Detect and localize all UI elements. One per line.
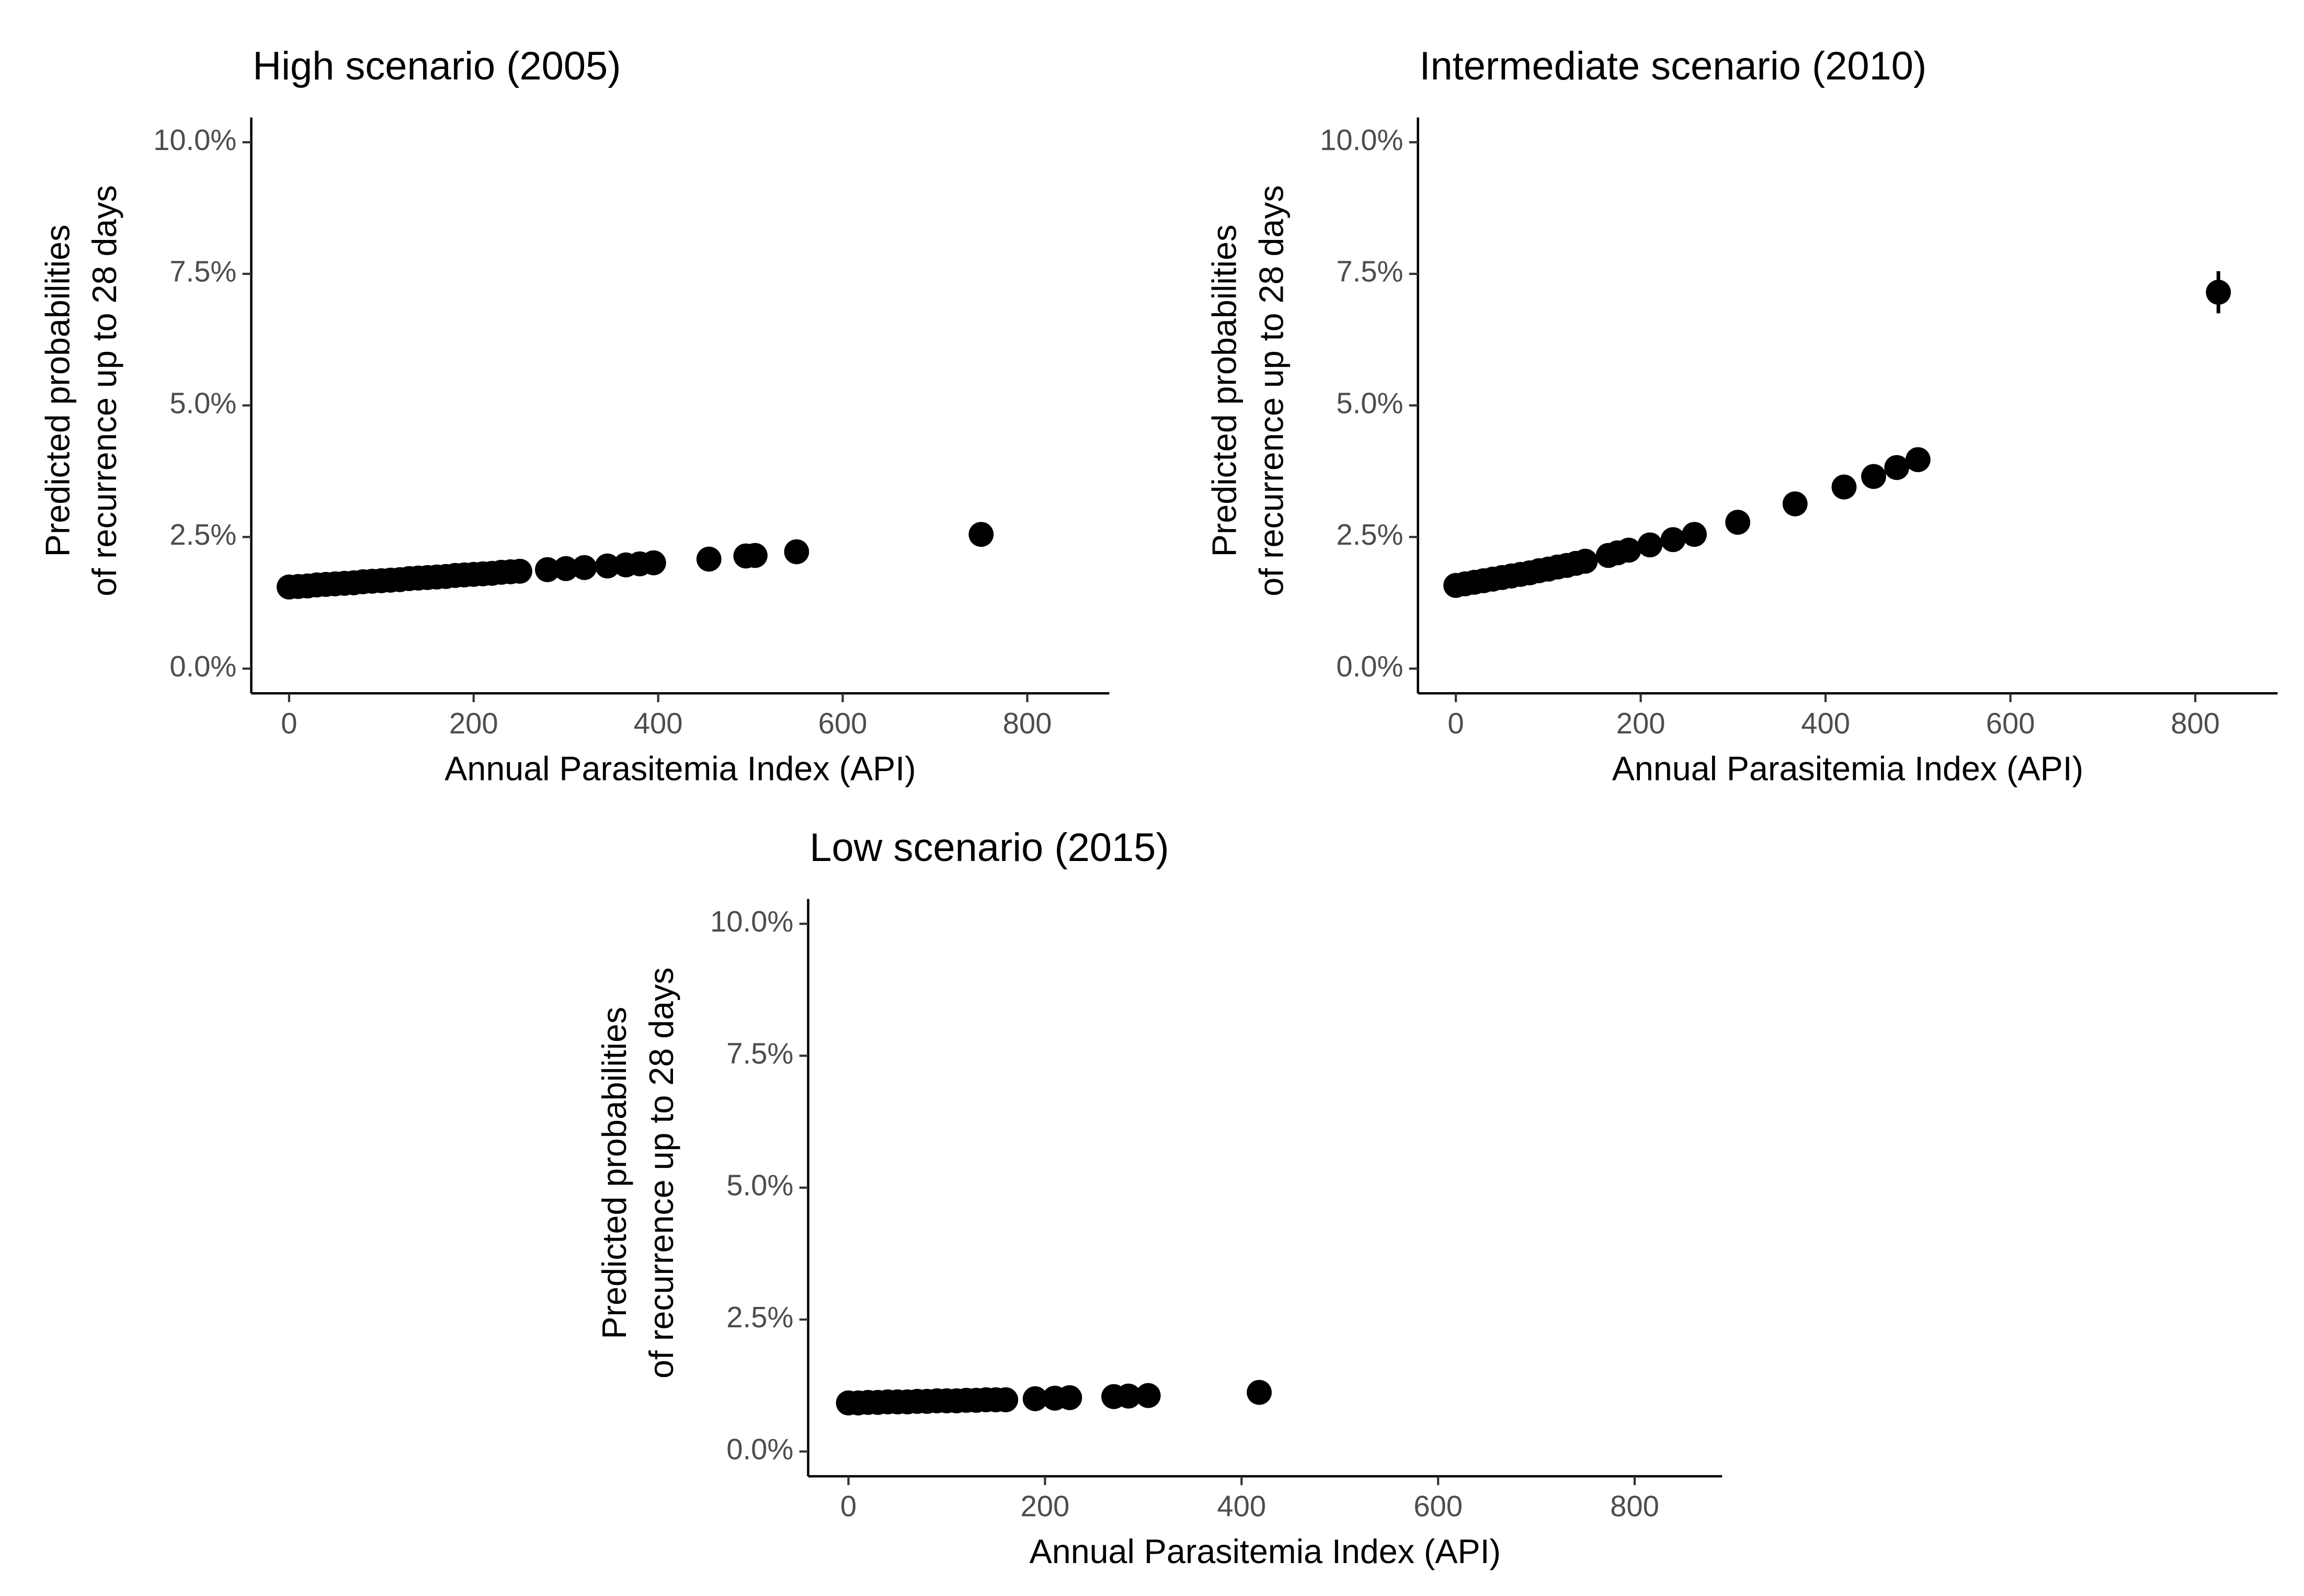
point (1057, 1385, 1082, 1410)
y-tick-label: 2.5% (1336, 518, 1403, 551)
point (1637, 532, 1663, 558)
panel: Low scenario (2015) 0.0% 2.5% 5.0% 7.5% 10.0%… (596, 825, 1723, 1570)
point (696, 546, 722, 572)
point (1682, 522, 1707, 547)
y-axis-label: Predicted probabilities (1205, 225, 1243, 557)
point (1247, 1380, 1272, 1405)
point (1660, 527, 1686, 553)
point (553, 556, 579, 581)
x-axis-label: Annual Parasitemia Index (API) (1030, 1533, 1501, 1570)
point (641, 550, 666, 576)
x-axis-label: Annual Parasitemia Index (API) (1612, 750, 2083, 787)
y-tick-label: 7.5% (169, 255, 236, 288)
x-tick-label: 400 (1217, 1490, 1266, 1523)
y-axis-label: Predicted probabilities (596, 1007, 633, 1339)
point (595, 553, 620, 579)
x-tick-label: 400 (1801, 707, 1850, 740)
point (1861, 464, 1886, 489)
y-tick-label: 10.0% (1320, 123, 1403, 156)
x-tick-label: 200 (1616, 707, 1666, 740)
x-tick-label: 200 (449, 707, 498, 740)
x-tick-label: 200 (1021, 1490, 1070, 1523)
y-tick-label: 5.0% (726, 1169, 793, 1202)
panel-title: Intermediate scenario (2010) (1419, 44, 1926, 88)
point (1905, 447, 1931, 473)
point (1022, 1386, 1048, 1411)
x-tick-label: 600 (1986, 707, 2035, 740)
x-tick-label: 800 (1610, 1490, 1659, 1523)
point (507, 558, 532, 584)
point (1831, 474, 1857, 500)
point (2206, 280, 2231, 305)
x-tick-label: 800 (2171, 707, 2220, 740)
point (743, 543, 768, 568)
y-tick-label: 10.0% (710, 905, 793, 938)
x-tick-label: 600 (1413, 1490, 1463, 1523)
point (1616, 537, 1641, 563)
point (1135, 1383, 1161, 1408)
panel: High scenario (2005) 0.0% 2.5% 5.0% 7.5% 10.0… (39, 44, 1110, 787)
y-tick-label: 0.0% (726, 1432, 793, 1465)
panel-title: Low scenario (2015) (809, 825, 1169, 870)
x-tick-label: 0 (1447, 707, 1464, 740)
point (1884, 455, 1910, 480)
x-axis-label: Annual Parasitemia Index (API) (444, 750, 916, 787)
y-tick-label: 5.0% (1336, 386, 1403, 419)
y-tick-label: 7.5% (726, 1037, 793, 1070)
point (968, 522, 994, 547)
point (572, 555, 597, 580)
point (784, 539, 809, 565)
x-tick-label: 800 (1003, 707, 1052, 740)
x-tick-label: 400 (634, 707, 683, 740)
y-tick-label: 7.5% (1336, 255, 1403, 288)
y-axis-label: of recurrence up to 28 days (86, 185, 123, 596)
y-axis-label: of recurrence up to 28 days (643, 967, 680, 1379)
y-tick-label: 10.0% (153, 123, 236, 156)
y-tick-label: 0.0% (1336, 650, 1403, 683)
y-tick-label: 5.0% (169, 386, 236, 419)
point (1116, 1383, 1142, 1409)
x-tick-label: 600 (818, 707, 868, 740)
point (535, 557, 560, 582)
y-axis-label: of recurrence up to 28 days (1252, 185, 1290, 596)
point (1725, 510, 1751, 535)
y-axis-label: Predicted probabilities (39, 225, 76, 557)
y-tick-label: 2.5% (726, 1301, 793, 1334)
point (1572, 548, 1598, 574)
point (993, 1387, 1019, 1413)
y-tick-label: 2.5% (169, 518, 236, 551)
y-tick-label: 0.0% (169, 650, 236, 683)
point (1782, 491, 1808, 516)
panel-title: High scenario (2005) (253, 44, 621, 88)
x-tick-label: 0 (840, 1490, 857, 1523)
panel: Intermediate scenario (2010) 0.0% 2.5% 5.0%… (1205, 44, 2278, 787)
x-tick-label: 0 (281, 707, 297, 740)
